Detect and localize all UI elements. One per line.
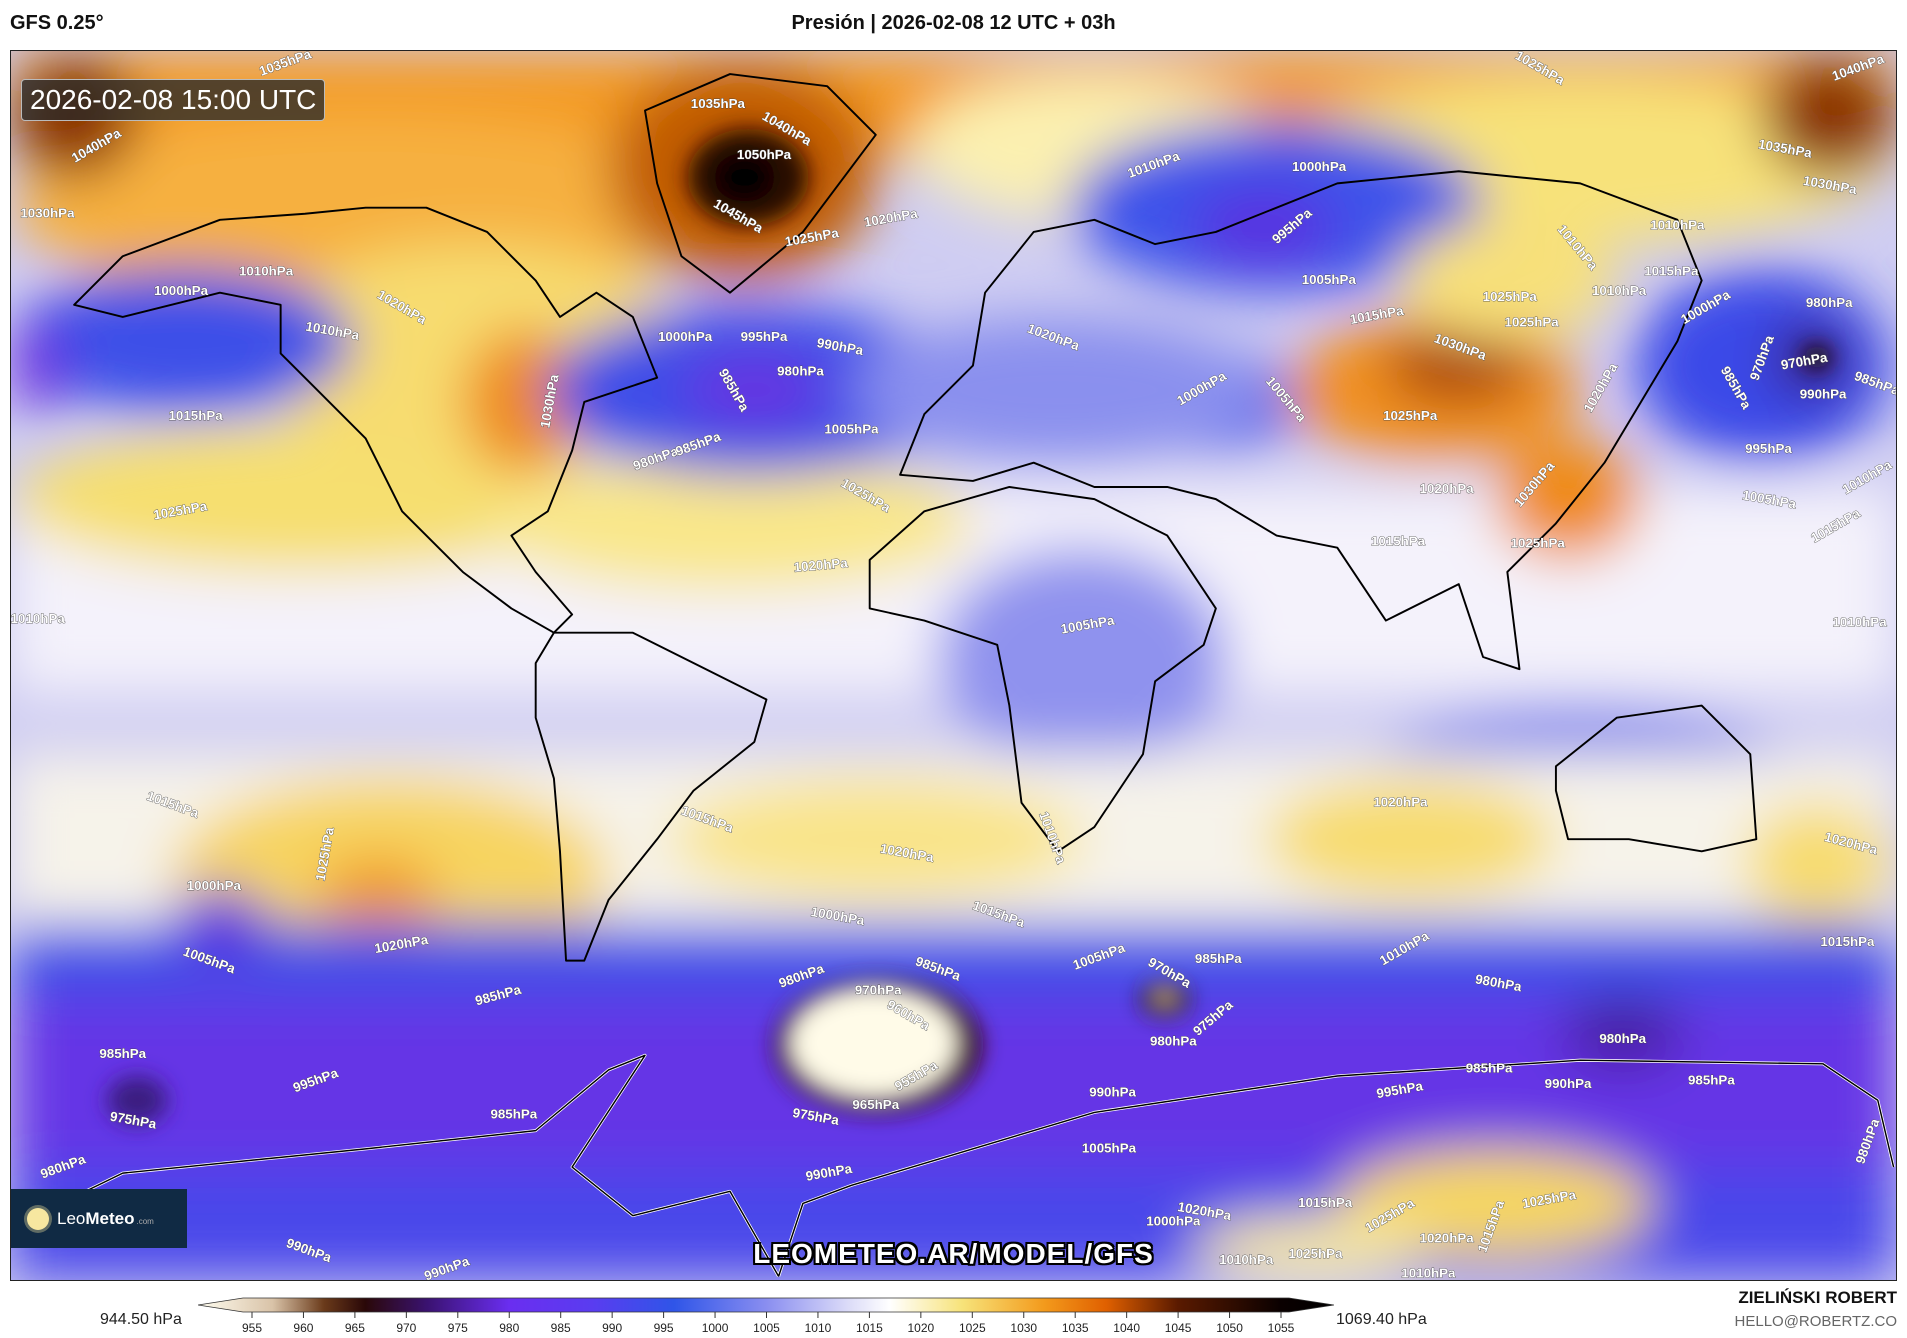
coast-australia (1554, 704, 1758, 853)
colorbar-tick-label: 980 (499, 1321, 519, 1335)
isobar-label: 980hPa (1599, 1031, 1646, 1046)
colorbar-tick-label: 975 (448, 1321, 468, 1335)
isobar-label: 1000hPa (187, 878, 242, 893)
map-clip (11, 51, 1896, 1280)
isobar-label: 985hPa (99, 1046, 146, 1061)
isobar-label: 1000hPa (810, 904, 867, 928)
logo-suffix: .com (136, 1216, 154, 1226)
colorbar-ticks: 955 960 965 970 975 980 985 990 995 1000 1005 1010 1… (242, 1312, 1295, 1335)
isobar-label: 1010hPa (1219, 1252, 1274, 1267)
isobar-label: 1015hPa (1298, 1195, 1353, 1210)
isobar-label: 1000hPa (154, 283, 209, 298)
isobar-label: 980hPa (777, 363, 824, 378)
colorbar-tick-label: 1055 (1268, 1321, 1295, 1335)
colorbar-tick-label: 1005 (753, 1321, 780, 1335)
colorbar-max-label: 1069.40 hPa (1336, 1311, 1427, 1328)
colorbar-tick-label: 970 (396, 1321, 416, 1335)
isobar-label: 1005hPa (1082, 1140, 1137, 1155)
pressure-map[interactable]: 1035hPa 1040hPa 1030hPa 1035hPa 1040hPa 1050h… (10, 50, 1897, 1281)
coast-south-america (534, 631, 768, 962)
logo-text-light: Leo (57, 1208, 86, 1228)
isobar-label: 990hPa (1089, 1085, 1136, 1100)
isobar-label: 985hPa (1195, 951, 1242, 966)
isobar-label: 1025hPa (1383, 408, 1438, 423)
isobar-label: 1000hPa (1146, 1213, 1201, 1228)
isobar-label: 1015hPa (1371, 533, 1426, 548)
isobar-label: 1020hPa (1373, 794, 1428, 809)
page-title: Presión | 2026-02-08 12 UTC + 03h (791, 12, 1116, 34)
colorbar-tick-label: 960 (293, 1321, 313, 1335)
colorbar-tick-label: 1050 (1216, 1321, 1243, 1335)
colorbar-tick-label: 1000 (702, 1321, 729, 1335)
colorbar-tick-label: 955 (242, 1321, 262, 1335)
coast-eurasia (899, 170, 1703, 671)
isobar-label: 965hPa (852, 1097, 899, 1112)
colorbar-tick-label: 1045 (1165, 1321, 1192, 1335)
deep-cores (106, 128, 1832, 1125)
isobar-label: 1015hPa (169, 408, 224, 423)
isobar-label: 1025hPa (1505, 315, 1560, 330)
isobar-label: 1000hPa (658, 329, 713, 344)
isobar-label: 1030hPa (20, 205, 75, 220)
isobar-label: 1010hPa (1650, 218, 1705, 233)
colorbar-tick-label: 1040 (1113, 1321, 1140, 1335)
isobar-label: 1005hPa (824, 422, 879, 437)
isobar-label: 1020hPa (1420, 481, 1475, 496)
pressure-shading (11, 51, 1896, 1280)
isobar-label: 1010hPa (1832, 615, 1887, 630)
isobar-label: 1010hPa (239, 264, 294, 279)
sun-icon (27, 1207, 49, 1230)
colorbar-tick-label: 1015 (856, 1321, 883, 1335)
isobar-label: 995hPa (741, 329, 788, 344)
valid-time-badge: 2026-02-08 15:00 UTC (21, 79, 326, 121)
isobar-label: 985hPa (1688, 1072, 1735, 1087)
colorbar-tick-label: 1020 (907, 1321, 934, 1335)
leometeo-logo[interactable]: LeoMeteo .com (11, 1189, 187, 1248)
model-name: GFS 0.25° (10, 12, 104, 34)
isobar-label: 1025hPa (1483, 289, 1538, 304)
isobar-label: 970hPa (855, 983, 902, 998)
isobar-label: 990hPa (1545, 1076, 1592, 1091)
isobar-label: 1010hPa (1592, 283, 1647, 298)
isobar-label: 1015hPa (1644, 264, 1699, 279)
colorbar-bar (198, 1297, 1334, 1313)
colorbar-tick-label: 1035 (1062, 1321, 1089, 1335)
logo-text-bold: Meteo (85, 1208, 135, 1228)
author-credit: ZIELIŃSKI ROBERT (1738, 1288, 1897, 1307)
colorbar-tick-label: 1010 (805, 1321, 832, 1335)
coast-africa (868, 486, 1217, 853)
coast-north-america (73, 206, 659, 634)
isobar-label: 980hPa (1150, 1034, 1197, 1049)
isobar-label: 1015hPa (1820, 934, 1875, 949)
isobar-label: 1000hPa (1292, 159, 1347, 174)
colorbar-tick-label: 1025 (959, 1321, 986, 1335)
isobar-label: 1050hPa (737, 147, 792, 162)
isobar-label: 1005hPa (1302, 272, 1357, 287)
isobar-label: 980hPa (1806, 295, 1853, 310)
isobar-label: 1010hPa (1401, 1266, 1456, 1280)
isobar-label: 1025hPa (1288, 1246, 1343, 1261)
isobar-label: 1020hPa (793, 555, 849, 575)
isobar-label: 1025hPa (1511, 536, 1566, 551)
isobar-label: 985hPa (490, 1106, 537, 1121)
author-email[interactable]: HELLO@ROBERTZ.CO (1734, 1313, 1897, 1330)
watermark-url: LEOMETEO.AR/MODEL/GFS (753, 1238, 1154, 1269)
colorbar-tick-label: 990 (602, 1321, 622, 1335)
coast-greenland (644, 73, 877, 294)
pressure-field: 1035hPa1040hPa1030hPa1035hPa1040hPa1050h… (11, 51, 1896, 1280)
isobar-label: 1020hPa (1420, 1230, 1475, 1245)
isobar-label: 1035hPa (691, 96, 746, 111)
coastlines (11, 73, 1896, 1278)
isobar-label: 990hPa (1800, 386, 1847, 401)
colorbar-tick-label: 1030 (1010, 1321, 1037, 1335)
coast-antarctica-outline (11, 1054, 1895, 1277)
colorbar-tick-label: 965 (345, 1321, 365, 1335)
colorbar-tick-label: 995 (654, 1321, 674, 1335)
isobar-label: 1010hPa (11, 611, 65, 626)
isobar-label: 985hPa (1466, 1060, 1513, 1075)
colorbar-tick-label: 985 (551, 1321, 571, 1335)
colorbar-min-label: 944.50 hPa (100, 1311, 182, 1328)
colorbar: 955 960 965 970 975 980 985 990 995 1000 1005 1010 1… (198, 1297, 1334, 1335)
isobar-label: 995hPa (1745, 441, 1792, 456)
